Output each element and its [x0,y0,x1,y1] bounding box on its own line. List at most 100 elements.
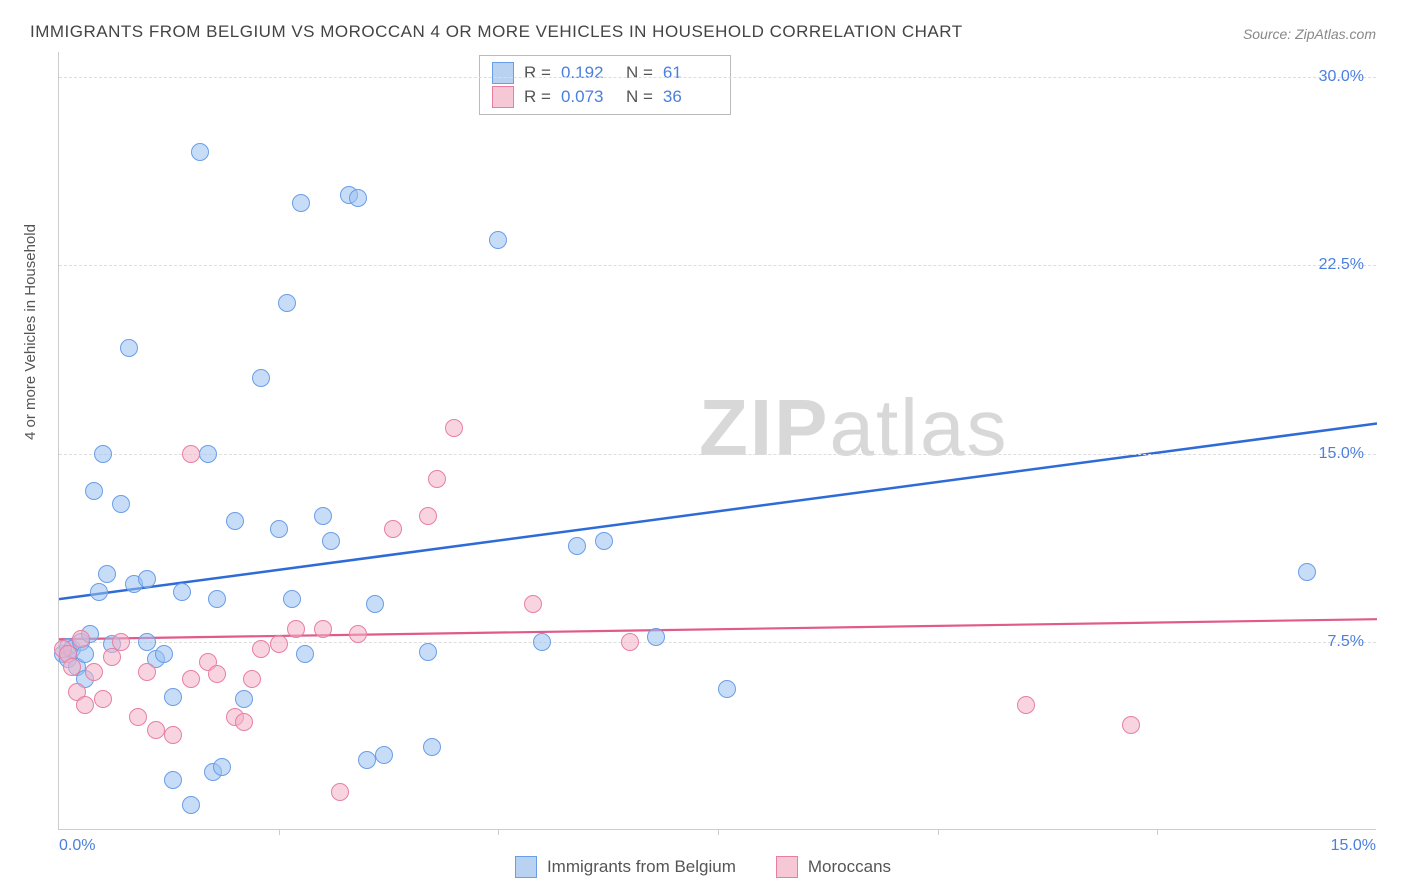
scatter-point [718,680,736,698]
scatter-point [1122,716,1140,734]
scatter-point [94,690,112,708]
scatter-point [1017,696,1035,714]
stats-row: R = 0.192 N = 61 [492,62,718,84]
scatter-point [235,690,253,708]
scatter-point [292,194,310,212]
legend-label: Immigrants from Belgium [547,857,736,877]
scatter-point [85,482,103,500]
chart-title: IMMIGRANTS FROM BELGIUM VS MOROCCAN 4 OR… [30,22,963,42]
scatter-point [164,688,182,706]
trend-line [59,619,1377,639]
scatter-point [164,771,182,789]
y-tick-label: 22.5% [1319,256,1364,274]
scatter-point [621,633,639,651]
scatter-point [213,758,231,776]
scatter-point [349,625,367,643]
trend-lines-layer [59,52,1377,830]
legend-item: Moroccans [776,856,891,878]
scatter-point [384,520,402,538]
scatter-point [270,635,288,653]
scatter-point [191,143,209,161]
scatter-point [270,520,288,538]
scatter-point [252,640,270,658]
y-tick-label: 15.0% [1319,445,1364,463]
scatter-point [322,532,340,550]
trend-line [59,423,1377,599]
stat-n-value: 36 [663,87,718,107]
scatter-point [63,658,81,676]
scatter-point [182,445,200,463]
scatter-point [164,726,182,744]
stat-label: R = [524,87,551,107]
scatter-point [647,628,665,646]
scatter-point [120,339,138,357]
y-axis-label: 4 or more Vehicles in Household [22,224,39,440]
scatter-point [173,583,191,601]
source-attribution: Source: ZipAtlas.com [1243,26,1376,42]
scatter-point [314,507,332,525]
stat-label: N = [626,63,653,83]
scatter-point [138,633,156,651]
scatter-point [595,532,613,550]
stats-row: R = 0.073 N = 36 [492,86,718,108]
scatter-point [112,633,130,651]
legend-item: Immigrants from Belgium [515,856,736,878]
scatter-point [489,231,507,249]
scatter-point [90,583,108,601]
scatter-point [208,665,226,683]
scatter-point [283,590,301,608]
chart-container: IMMIGRANTS FROM BELGIUM VS MOROCCAN 4 OR… [0,0,1406,892]
scatter-point [138,570,156,588]
scatter-point [94,445,112,463]
gridline-horizontal [59,77,1376,78]
watermark: ZIPatlas [699,382,1008,474]
scatter-point [85,663,103,681]
scatter-point [76,696,94,714]
scatter-point [208,590,226,608]
scatter-point [419,507,437,525]
x-tick-mark [498,829,499,835]
stat-n-value: 61 [663,63,718,83]
scatter-point [243,670,261,688]
x-tick-mark [279,829,280,835]
series-swatch [492,62,514,84]
series-swatch [776,856,798,878]
x-tick-mark [1157,829,1158,835]
scatter-point [182,796,200,814]
scatter-point [366,595,384,613]
scatter-point [419,643,437,661]
gridline-horizontal [59,454,1376,455]
scatter-point [314,620,332,638]
scatter-point [423,738,441,756]
stats-legend-box: R = 0.192 N = 61 R = 0.073 N = 36 [479,55,731,115]
stat-label: N = [626,87,653,107]
bottom-legend: Immigrants from Belgium Moroccans [0,856,1406,878]
y-tick-label: 30.0% [1319,68,1364,86]
gridline-horizontal [59,265,1376,266]
stat-r-value: 0.073 [561,87,616,107]
scatter-point [138,663,156,681]
scatter-point [1298,563,1316,581]
scatter-point [252,369,270,387]
scatter-point [155,645,173,663]
scatter-point [445,419,463,437]
scatter-point [358,751,376,769]
x-tick-mark [938,829,939,835]
scatter-point [568,537,586,555]
scatter-point [296,645,314,663]
scatter-point [98,565,116,583]
scatter-point [278,294,296,312]
scatter-point [331,783,349,801]
x-tick-label: 15.0% [1331,837,1376,855]
scatter-point [375,746,393,764]
scatter-point [199,445,217,463]
scatter-point [349,189,367,207]
plot-area: ZIPatlas R = 0.192 N = 61 R = 0.073 N = … [58,52,1376,830]
scatter-point [226,512,244,530]
series-swatch [515,856,537,878]
scatter-point [147,721,165,739]
stat-label: R = [524,63,551,83]
scatter-point [524,595,542,613]
scatter-point [533,633,551,651]
scatter-point [129,708,147,726]
